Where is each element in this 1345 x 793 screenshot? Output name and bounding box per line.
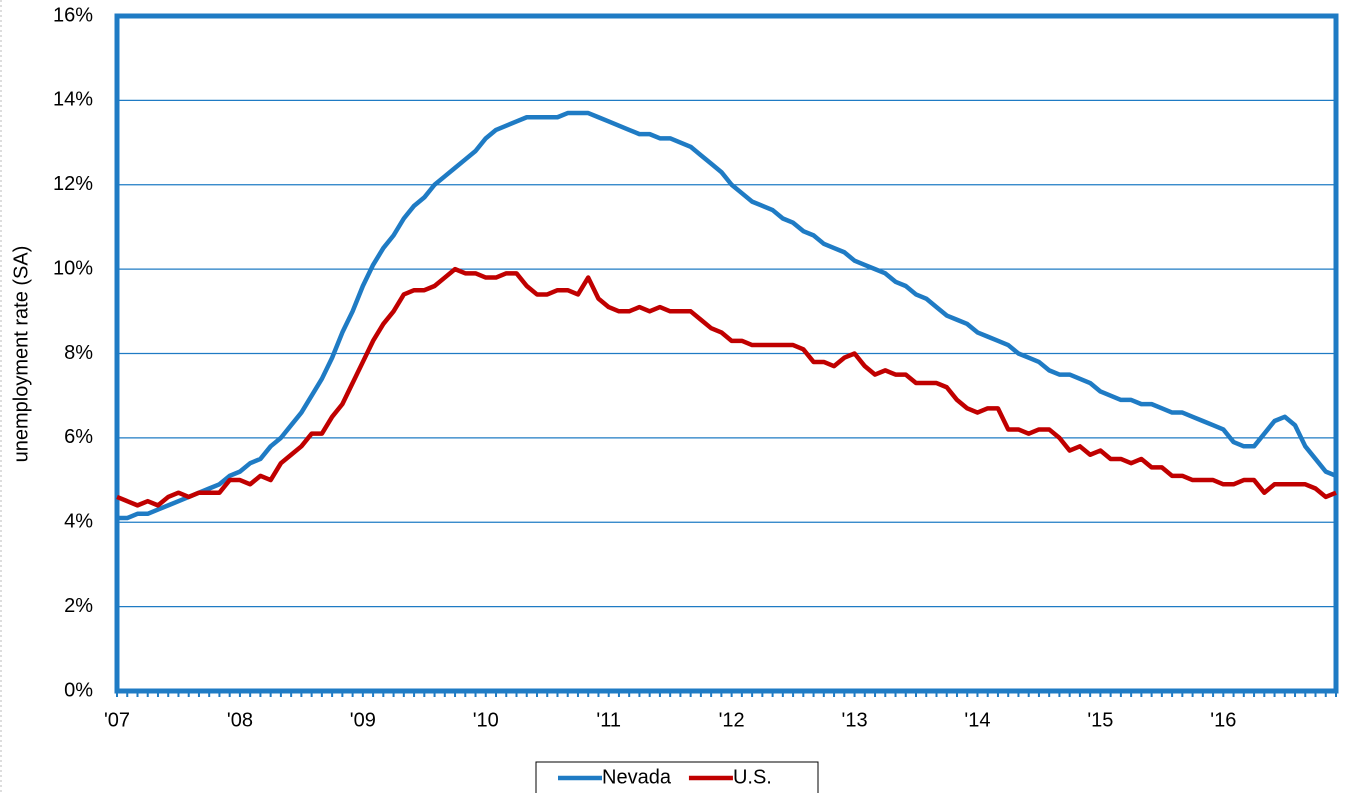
y-tick-label: 8%: [64, 342, 93, 364]
y-tick-label: 0%: [64, 679, 93, 701]
y-tick-label: 12%: [53, 173, 93, 195]
y-tick-label: 16%: [53, 4, 93, 26]
x-tick-label: '11: [596, 709, 621, 731]
x-tick-label: '16: [1210, 709, 1236, 731]
x-tick-label: '12: [719, 709, 745, 731]
y-tick-label: 14%: [53, 89, 93, 111]
x-tick-label: '07: [104, 709, 130, 731]
y-tick-label: 2%: [64, 595, 93, 617]
series-line: [116, 266, 1337, 508]
legend-label: U.S.: [733, 766, 772, 788]
x-tick-label: '13: [842, 709, 868, 731]
x-tick-label: '08: [227, 709, 253, 731]
y-tick-label: 4%: [64, 511, 93, 533]
legend-label: Nevada: [602, 766, 672, 788]
y-tick-label: 6%: [64, 426, 93, 448]
x-tick-label: '14: [964, 709, 990, 731]
y-axis-label: unemployment rate (SA): [10, 246, 32, 463]
x-tick-label: '15: [1087, 709, 1113, 731]
x-tick-label: '09: [350, 709, 376, 731]
y-tick-label: 10%: [53, 257, 93, 279]
plot-frame: [114, 13, 1339, 694]
x-tick-label: '10: [473, 709, 499, 731]
series-line: [117, 110, 1337, 521]
